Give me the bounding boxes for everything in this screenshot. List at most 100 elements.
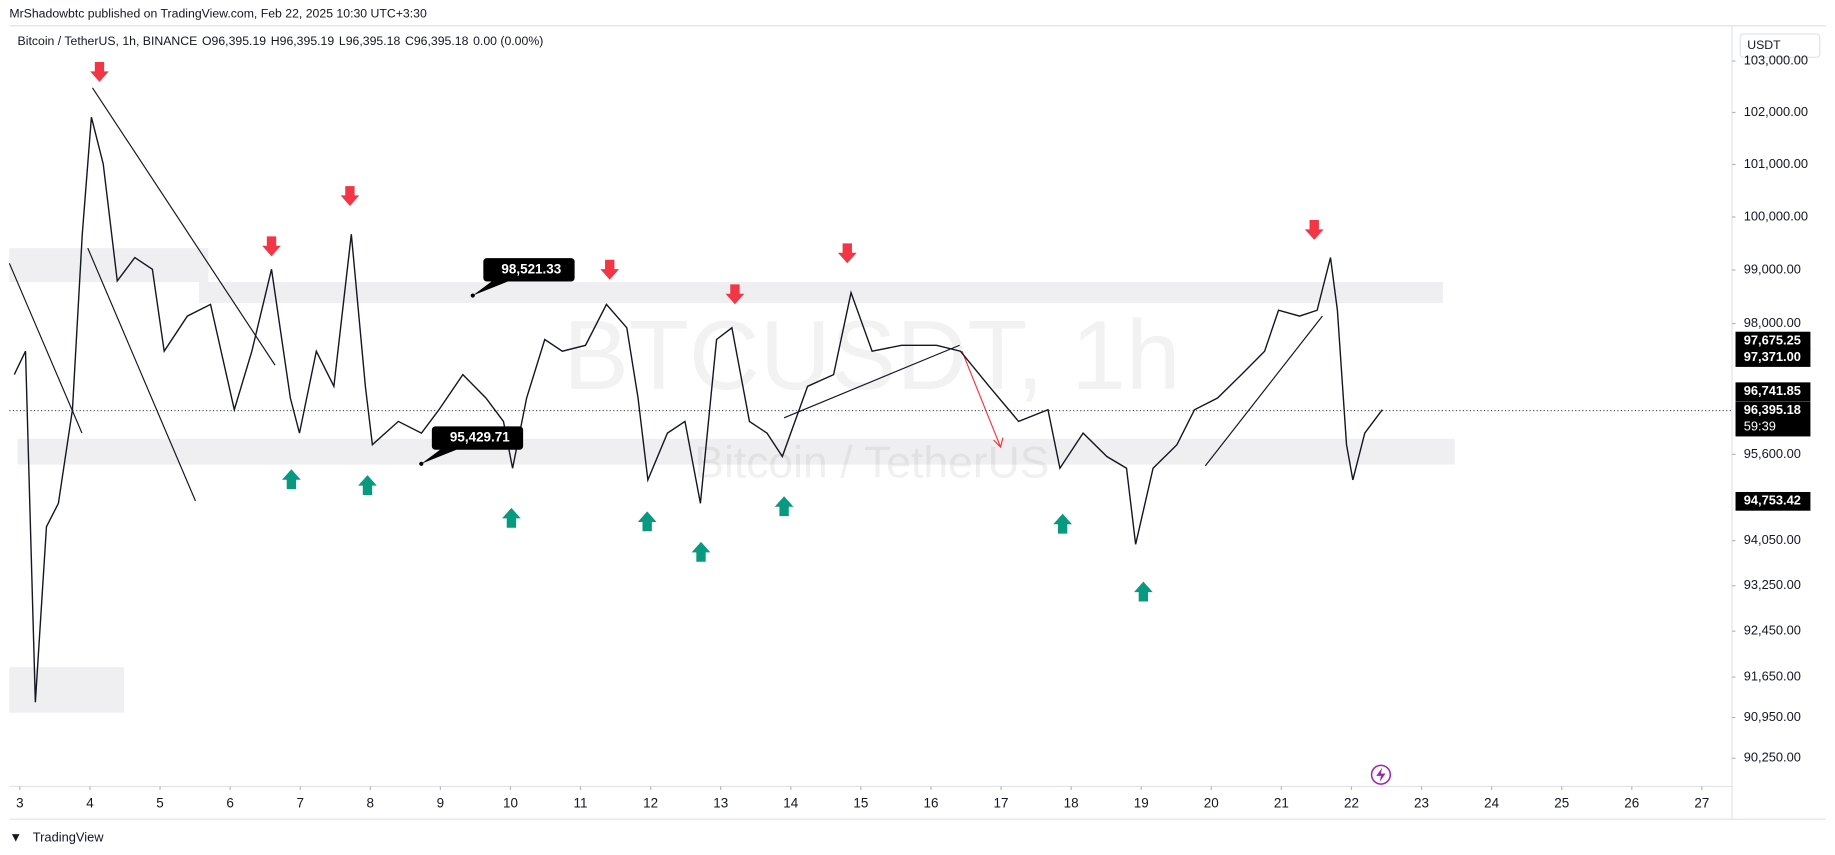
callout-label: 98,521.33: [501, 261, 561, 276]
x-tick-label: 6: [226, 796, 233, 811]
currency[interactable]: USDT: [1747, 38, 1781, 52]
price-tag: [1735, 382, 1811, 402]
x-tick-label: 14: [783, 796, 798, 811]
buy-arrow: [358, 475, 377, 496]
callout-label: 95,429.71: [450, 430, 510, 445]
x-tick-label: 16: [923, 796, 938, 811]
symbol: Bitcoin / TetherUS, 1h, BINANCE: [18, 34, 198, 48]
currency-box[interactable]: [1739, 33, 1821, 58]
sell-arrow: [725, 284, 745, 305]
sell-arrow: [600, 259, 620, 280]
watermark: BTCUSDT, 1h: [563, 300, 1180, 410]
x-tick-label: 8: [367, 796, 374, 811]
sell-arrow: [837, 243, 857, 264]
ohlc-high: H96,395.19: [271, 34, 335, 48]
x-tick-label: 11: [574, 796, 588, 811]
price-tag: [1735, 331, 1811, 351]
price-tag-label: 96,741.85: [1744, 383, 1801, 398]
zone: [9, 667, 125, 713]
x-tick-label: 5: [156, 796, 163, 811]
brand-logo: ▼: [9, 829, 22, 844]
alert-icon[interactable]: [1370, 764, 1392, 785]
ohlc-close: C96,395.18: [405, 34, 469, 48]
x-tick-label: 26: [1624, 796, 1639, 811]
buy-arrow: [691, 541, 711, 562]
x-tick-label: 18: [1064, 796, 1079, 811]
price-tag-label: 97,675.25: [1744, 332, 1801, 347]
x-tick-label: 27: [1694, 796, 1709, 811]
callout-box: [472, 258, 575, 296]
y-tick-label: 102,000.00: [1744, 104, 1808, 119]
y-tick-label: 94,050.00: [1744, 532, 1801, 547]
zone: [17, 438, 1455, 465]
callout-anchor: [470, 293, 475, 298]
buy-arrow: [637, 511, 657, 532]
x-tick-label: 9: [437, 796, 444, 811]
price-tag-label: 96,395.18: [1744, 402, 1801, 417]
x-tick-label: 23: [1414, 796, 1429, 811]
buy-arrow: [282, 469, 301, 490]
watermark-sub: Bitcoin / TetherUS: [694, 439, 1049, 488]
y-tick-label: 90,250.00: [1744, 750, 1801, 765]
alert-bolt[interactable]: [1376, 767, 1386, 782]
price-tag: [1735, 401, 1811, 437]
x-tick-label: 21: [1274, 796, 1289, 811]
x-tick-label: 24: [1484, 796, 1499, 811]
ohlc-low: L96,395.18: [339, 34, 401, 48]
y-tick-label: 90,950.00: [1744, 709, 1801, 724]
x-tick-label: 12: [643, 796, 658, 811]
symbol-line: Bitcoin / TetherUS, 1h, BINANCE O96,395.1…: [18, 34, 544, 48]
y-tick-label: 101,000.00: [1744, 156, 1808, 171]
y-tick-label: 98,000.00: [1744, 315, 1801, 330]
callout-box: [421, 426, 524, 464]
x-tick-label: 10: [503, 796, 518, 811]
trendline: [87, 247, 196, 502]
y-tick-label: 93,250.00: [1744, 577, 1801, 592]
y-tick-label: 99,000.00: [1744, 261, 1801, 276]
publisher: MrShadowbtc published on TradingView.com…: [9, 6, 427, 20]
price-line: [13, 116, 1383, 703]
y-tick-label: 95,600.00: [1744, 446, 1801, 461]
x-tick-label: 7: [296, 796, 303, 811]
zone: [198, 282, 1443, 304]
y-tick-label: 91,650.00: [1744, 668, 1801, 683]
x-tick-label: 15: [853, 796, 868, 811]
drawings: [8, 87, 1323, 502]
trendline: [8, 263, 83, 434]
markers: [90, 62, 1324, 602]
y-tick-label: 100,000.00: [1744, 208, 1808, 223]
ohlc-change: 0.00 (0.00%): [473, 34, 543, 48]
y-tick-label: 103,000.00: [1744, 52, 1808, 67]
x-tick-label: 3: [16, 796, 23, 811]
trendline: [783, 344, 960, 419]
ohlc-open: O96,395.19: [202, 34, 266, 48]
zone: [9, 248, 209, 283]
red-arrow-line: [961, 350, 1004, 449]
plot: 3 4 5 6 7 8 9 10 11 12 13 14 15 16 17 18 19 20 21 22 23 24 25 2…: [9, 52, 1811, 811]
y-tick-label: 92,450.00: [1744, 623, 1801, 638]
buy-arrow: [502, 507, 521, 528]
sell-arrow: [340, 186, 360, 206]
price-tag-label: 94,753.42: [1744, 493, 1801, 508]
x-tick-label: 19: [1134, 796, 1149, 811]
price-tag-label: 97,371.00: [1744, 349, 1801, 364]
trendline: [91, 87, 276, 366]
x-tick-label: 22: [1344, 796, 1359, 811]
trendline: [1204, 315, 1323, 467]
brand: TradingView: [33, 829, 104, 844]
buy-arrow: [1053, 513, 1072, 534]
price-tag: [1735, 348, 1811, 367]
buy-arrow: [774, 496, 794, 517]
sell-arrow: [90, 62, 109, 82]
price-tag: [1735, 491, 1811, 511]
x-tick-label: 20: [1204, 796, 1219, 811]
sell-arrow: [262, 236, 281, 257]
x-tick-label: 13: [713, 796, 728, 811]
callout-anchor: [419, 461, 424, 466]
countdown: 59:39: [1744, 418, 1776, 433]
x-tick-label: 25: [1554, 796, 1569, 811]
x-tick-label: 17: [994, 796, 1009, 811]
